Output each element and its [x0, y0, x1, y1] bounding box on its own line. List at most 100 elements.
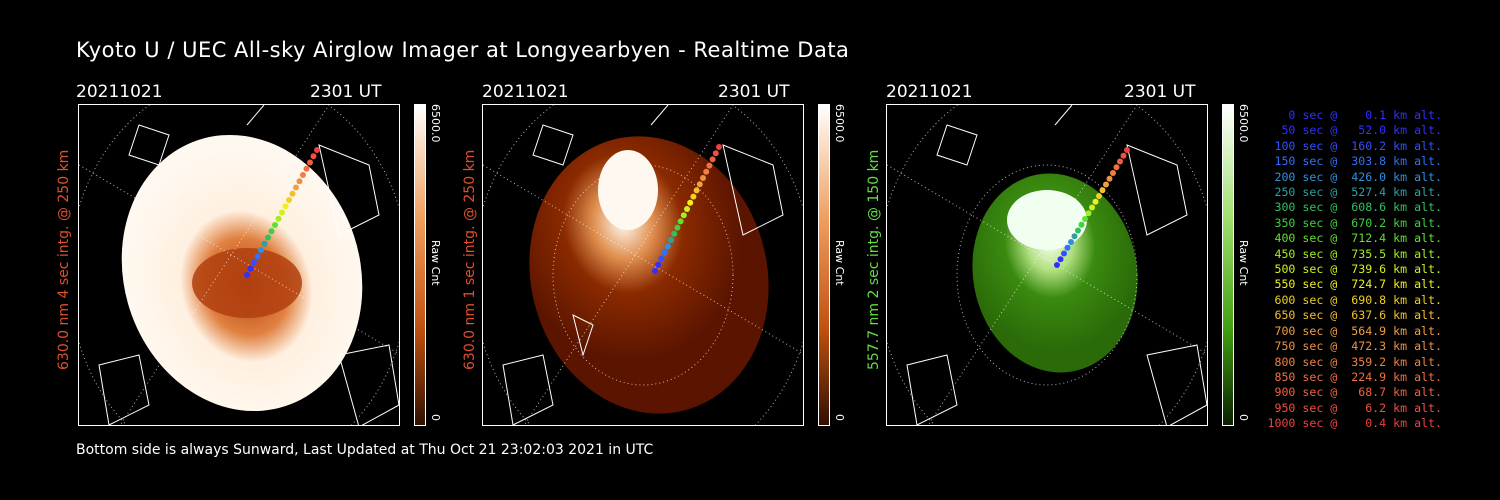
trajectory-dot: [275, 215, 282, 222]
trajectory-dot: [709, 156, 716, 163]
trajectory-dot: [696, 181, 703, 188]
panel3-time: 2301 UT: [1124, 82, 1196, 102]
legend-entry: 200 sec @ 426.0 km alt.: [1267, 169, 1442, 184]
trajectory-dot: [712, 150, 719, 157]
trajectory-dot: [310, 153, 317, 160]
legend-entry: 600 sec @ 690.8 km alt.: [1267, 292, 1442, 307]
panel3-side-label: 557.7 nm 2 sec intg. @ 150 km: [866, 149, 882, 370]
trajectory-dot: [674, 224, 681, 231]
trajectory-dot: [1124, 147, 1130, 153]
trajectory-dot: [1096, 193, 1102, 199]
legend-entry: 450 sec @ 735.5 km alt.: [1267, 246, 1442, 261]
trajectory-dot: [1071, 233, 1078, 240]
legend-entry: 650 sec @ 637.6 km alt.: [1267, 308, 1442, 323]
trajectory-dot: [254, 253, 261, 260]
panel1-cbar-max: 6500.0: [429, 104, 442, 143]
trajectory-dot: [1089, 204, 1095, 211]
panel3-colorbar: [1222, 104, 1234, 426]
panel1-image: [78, 104, 400, 426]
trajectory-dot: [684, 206, 690, 212]
trajectory-dot: [1064, 244, 1071, 251]
trajectory-dot: [1103, 181, 1109, 188]
trajectory-dot: [661, 249, 668, 256]
trajectory-dot: [268, 228, 275, 235]
trajectory-dot: [1120, 152, 1127, 159]
legend-entry: 850 sec @ 224.9 km alt.: [1267, 369, 1442, 384]
panel1-side-label: 630.0 nm 4 sec intg. @ 250 km: [56, 149, 72, 370]
trajectory-dot: [286, 197, 292, 203]
panel1-trajectory: [244, 147, 320, 278]
panel3-image: [886, 104, 1208, 426]
trajectory-dot: [251, 259, 257, 266]
legend-entry: 50 sec @ 52.0 km alt.: [1267, 123, 1442, 138]
panel2-image: [482, 104, 804, 426]
legend-entry: 100 sec @ 160.2 km alt.: [1267, 138, 1442, 153]
trajectory-dot: [1110, 170, 1116, 176]
trajectory-dot: [690, 193, 697, 200]
trajectory-dot: [671, 230, 678, 237]
trajectory-dot: [1082, 216, 1088, 222]
trajectory-dot: [1068, 239, 1074, 245]
panel3-cbar-max: 6500.0: [1237, 104, 1250, 143]
panel3-cbar-min: 0: [1237, 414, 1250, 421]
page-title: Kyoto U / UEC All-sky Airglow Imager at …: [76, 38, 850, 62]
panel1-cbar-label: Raw Cnt: [429, 240, 442, 286]
trajectory-dot: [1117, 158, 1123, 165]
panel2-colorbar: [818, 104, 830, 426]
legend-entry: 1000 sec @ 0.4 km alt.: [1267, 416, 1442, 431]
legend-entry: 400 sec @ 712.4 km alt.: [1267, 231, 1442, 246]
footer-note: Bottom side is always Sunward, Last Upda…: [76, 442, 654, 458]
trajectory-dot: [1113, 164, 1120, 171]
panel1-time: 2301 UT: [310, 82, 382, 102]
panel2-side-label: 630.0 nm 1 sec intg. @ 250 km: [462, 149, 478, 370]
legend-entry: 800 sec @ 359.2 km alt.: [1267, 354, 1442, 369]
trajectory-dot: [1099, 187, 1106, 194]
trajectory-dot: [668, 237, 674, 243]
trajectory-dot: [677, 218, 684, 225]
trajectory-dot: [706, 162, 713, 169]
trajectory-dot: [1106, 175, 1113, 182]
trajectory-dot: [703, 168, 710, 175]
panel3-trajectory: [1054, 147, 1130, 268]
trajectory-dot: [293, 184, 299, 191]
panel2-cbar-max: 6500.0: [833, 104, 846, 143]
legend-entry: 0 sec @ 0.1 km alt.: [1267, 108, 1442, 122]
trajectory-dot: [680, 212, 687, 219]
trajectory-dot: [1085, 210, 1092, 217]
trajectory-dot: [664, 243, 671, 250]
panel2-cbar-min: 0: [833, 414, 846, 421]
legend-entry: 700 sec @ 564.9 km alt.: [1267, 323, 1442, 338]
legend-entry: 150 sec @ 303.8 km alt.: [1267, 154, 1442, 169]
trajectory-dot: [700, 175, 706, 181]
trajectory-dot: [716, 144, 722, 150]
trajectory-legend: 0 sec @ 0.1 km alt. 50 sec @ 52.0 km alt…: [1267, 108, 1442, 432]
panel1-date: 20211021: [76, 82, 163, 102]
trajectory-dot: [652, 268, 658, 274]
trajectory-dot: [655, 261, 662, 268]
trajectory-dot: [279, 209, 285, 216]
legend-entry: 900 sec @ 68.7 km alt.: [1267, 385, 1442, 400]
trajectory-dot: [303, 165, 310, 172]
trajectory-dot: [296, 178, 303, 185]
trajectory-dot: [1092, 198, 1099, 205]
trajectory-dot: [1075, 227, 1081, 234]
trajectory-dot: [1054, 262, 1060, 268]
panel2-cbar-label: Raw Cnt: [833, 240, 846, 286]
trajectory-dot: [687, 199, 694, 206]
panel1-cbar-min: 0: [429, 414, 442, 421]
trajectory-dot: [300, 172, 306, 178]
panel2-trajectory: [652, 144, 722, 274]
legend-entry: 950 sec @ 6.2 km alt.: [1267, 400, 1442, 415]
trajectory-dot: [261, 240, 268, 247]
legend-entry: 500 sec @ 739.6 km alt.: [1267, 262, 1442, 277]
panel3-date: 20211021: [886, 82, 973, 102]
trajectory-dot: [314, 147, 320, 153]
panel3-cbar-label: Raw Cnt: [1237, 240, 1250, 286]
legend-entry: 750 sec @ 472.3 km alt.: [1267, 339, 1442, 354]
panel2-time: 2301 UT: [718, 82, 790, 102]
legend-entry: 300 sec @ 608.6 km alt.: [1267, 200, 1442, 215]
trajectory-dot: [289, 190, 296, 197]
trajectory-dot: [247, 265, 254, 272]
trajectory-dot: [272, 222, 278, 228]
trajectory-dot: [307, 159, 313, 166]
